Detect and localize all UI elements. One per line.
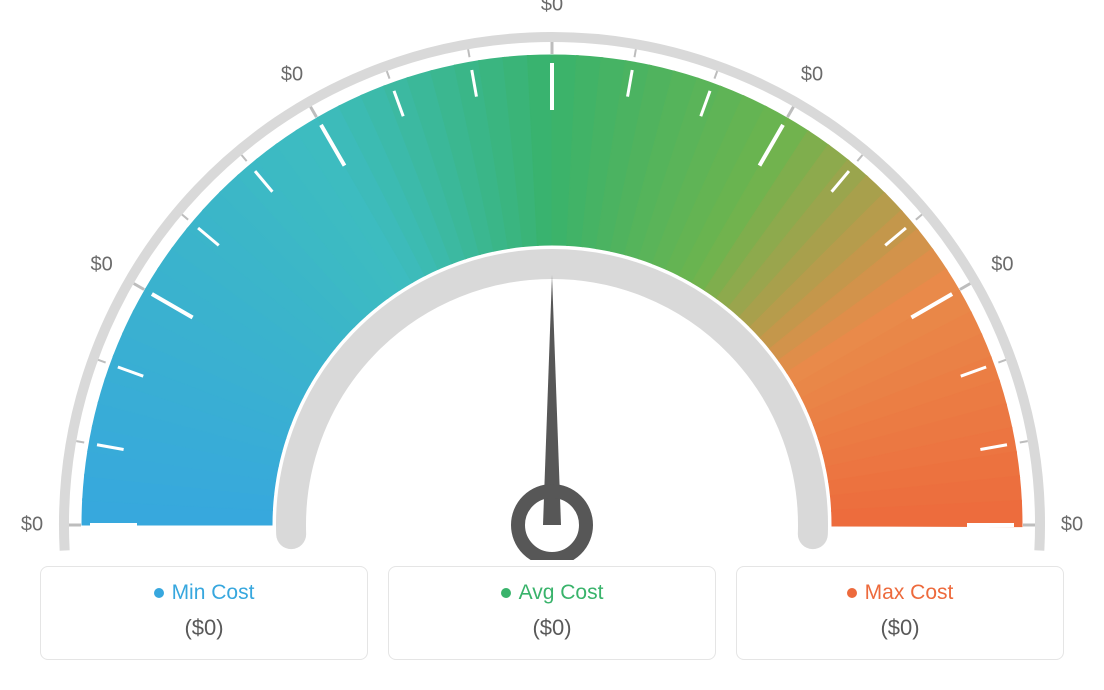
- legend-value-min: ($0): [59, 615, 349, 641]
- legend-label-max: Max Cost: [865, 581, 954, 605]
- legend-value-max: ($0): [755, 615, 1045, 641]
- gauge-svg: [0, 0, 1104, 560]
- gauge-tick-label: $0: [91, 254, 113, 277]
- legend-title-min: Min Cost: [59, 581, 349, 605]
- legend-dot-max: [847, 588, 857, 598]
- gauge-tick-label: $0: [541, 0, 563, 17]
- legend-dot-avg: [501, 588, 511, 598]
- gauge-area: $0 $0 $0 $0 $0 $0 $0: [0, 0, 1104, 560]
- legend-card-min: Min Cost ($0): [40, 566, 368, 660]
- gauge-tick-label: $0: [1061, 514, 1083, 537]
- gauge-tick-label: $0: [991, 254, 1013, 277]
- gauge-tick-label: $0: [21, 514, 43, 537]
- legend-value-avg: ($0): [407, 615, 697, 641]
- gauge-tick-label: $0: [281, 63, 303, 86]
- cost-gauge-figure: $0 $0 $0 $0 $0 $0 $0 Min Cost ($0) Avg Cost ($…: [0, 0, 1104, 690]
- legend-title-avg: Avg Cost: [407, 581, 697, 605]
- legend-dot-min: [154, 588, 164, 598]
- legend-title-max: Max Cost: [755, 581, 1045, 605]
- legend-card-avg: Avg Cost ($0): [388, 566, 716, 660]
- legend-card-max: Max Cost ($0): [736, 566, 1064, 660]
- legend-row: Min Cost ($0) Avg Cost ($0) Max Cost ($0…: [40, 566, 1064, 660]
- legend-label-avg: Avg Cost: [519, 581, 604, 605]
- gauge-tick-label: $0: [801, 63, 823, 86]
- legend-label-min: Min Cost: [172, 581, 255, 605]
